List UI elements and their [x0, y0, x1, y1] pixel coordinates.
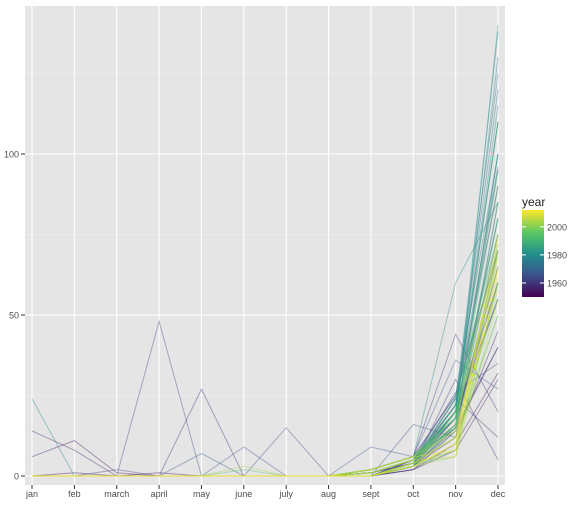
- series-line-2005: [32, 250, 499, 477]
- legend-ticks: 1960 1980 2000: [522, 222, 567, 288]
- series-line-1995: [32, 244, 499, 477]
- series-line-1971: [32, 153, 499, 477]
- series-line-1979: [32, 202, 499, 477]
- series-line-1970: [32, 218, 499, 477]
- series-line-2003: [32, 234, 499, 477]
- x-axis: jan feb march april may june july aug sept oct nov…: [25, 485, 506, 499]
- series-line-2011: [32, 237, 499, 477]
- series-line-2006: [32, 266, 499, 477]
- series-line-1974: [32, 89, 499, 477]
- series-line-1976: [32, 153, 499, 477]
- x-tick-label: sept: [362, 489, 380, 499]
- y-tick-label: 50: [9, 311, 19, 321]
- series-line-1994: [32, 314, 499, 477]
- series-line-2002: [32, 282, 499, 477]
- series-line-1977: [32, 73, 499, 477]
- series-line-1952: [32, 372, 499, 477]
- series-line-2009: [32, 276, 499, 477]
- series-line-1993: [32, 218, 499, 477]
- series-line-1955: [31, 379, 499, 477]
- series-line-1983: [32, 25, 499, 477]
- series-line-1982: [32, 121, 499, 477]
- series-line-1975: [32, 57, 499, 477]
- x-tick-label: oct: [407, 489, 420, 499]
- series-line-1990: [32, 250, 499, 477]
- x-tick-label: aug: [321, 489, 336, 499]
- x-tick-label: may: [193, 489, 211, 499]
- series-line-1968: [32, 250, 499, 477]
- series-line-1951: [31, 282, 499, 477]
- legend-title: year: [522, 195, 545, 209]
- series-line-1999: [32, 266, 499, 477]
- series-line-1969: [32, 166, 499, 477]
- series-line-1998: [32, 250, 499, 477]
- series-line-1950: [32, 346, 499, 477]
- series-line-2007: [32, 289, 499, 477]
- series-line-1961: [32, 397, 499, 477]
- x-tick-label: july: [278, 489, 293, 499]
- x-tick-label: april: [151, 489, 168, 499]
- series-line-1953: [31, 298, 499, 477]
- series-line-1985: [32, 153, 499, 477]
- plot-panel: [25, 6, 505, 485]
- series-line-1962: [32, 346, 499, 477]
- series-line-1973: [32, 121, 499, 477]
- series-line-1966: [32, 359, 499, 477]
- y-tick-label: 100: [4, 150, 19, 160]
- series-line-1980: [32, 31, 499, 477]
- grid-lines: [25, 6, 505, 485]
- x-tick-label: june: [234, 489, 252, 499]
- series-line-1987: [32, 186, 499, 477]
- legend: year 1960 1980 2000: [522, 195, 567, 297]
- series-line-2004: [32, 298, 499, 477]
- series-line-1963: [32, 298, 499, 477]
- series-line-1997: [32, 298, 499, 477]
- series-line-1972: [32, 234, 499, 477]
- series-line-1960: [32, 333, 499, 477]
- series-lines: [31, 25, 499, 477]
- series-line-1964: [32, 362, 499, 477]
- x-tick-label: march: [104, 489, 129, 499]
- series-line-1954: [32, 250, 499, 477]
- series-line-1992: [32, 282, 499, 477]
- series-line-1986: [32, 234, 499, 477]
- legend-tick-label: 1960: [547, 278, 567, 288]
- series-line-2001: [32, 256, 499, 477]
- series-line-1984: [32, 218, 499, 477]
- series-line-1981: [32, 170, 499, 477]
- y-tick-label: 0: [14, 472, 19, 482]
- series-line-1959: [32, 378, 499, 477]
- series-line-1967: [32, 282, 499, 477]
- series-line-1956: [32, 330, 499, 477]
- series-line-1988: [32, 121, 499, 477]
- x-tick-label: dec: [491, 489, 506, 499]
- series-line-2008: [32, 244, 499, 477]
- series-line-1978: [31, 105, 499, 477]
- legend-tick-label: 1980: [547, 250, 567, 260]
- series-line-1991: [32, 170, 499, 477]
- series-line-2012: [32, 269, 499, 477]
- series-line-2000: [32, 314, 499, 477]
- x-tick-label: jan: [25, 489, 38, 499]
- series-line-1996: [32, 282, 499, 477]
- legend-colorbar: [522, 210, 544, 297]
- series-line-1965: [32, 202, 499, 477]
- x-tick-label: feb: [68, 489, 81, 499]
- series-line-1989: [32, 202, 499, 477]
- series-line-2010: [32, 256, 499, 477]
- series-line-1957: [32, 266, 499, 477]
- legend-tick-label: 2000: [547, 222, 567, 232]
- series-line-1958: [32, 186, 499, 477]
- x-tick-label: nov: [448, 489, 463, 499]
- y-axis: 0 50 100: [4, 150, 25, 482]
